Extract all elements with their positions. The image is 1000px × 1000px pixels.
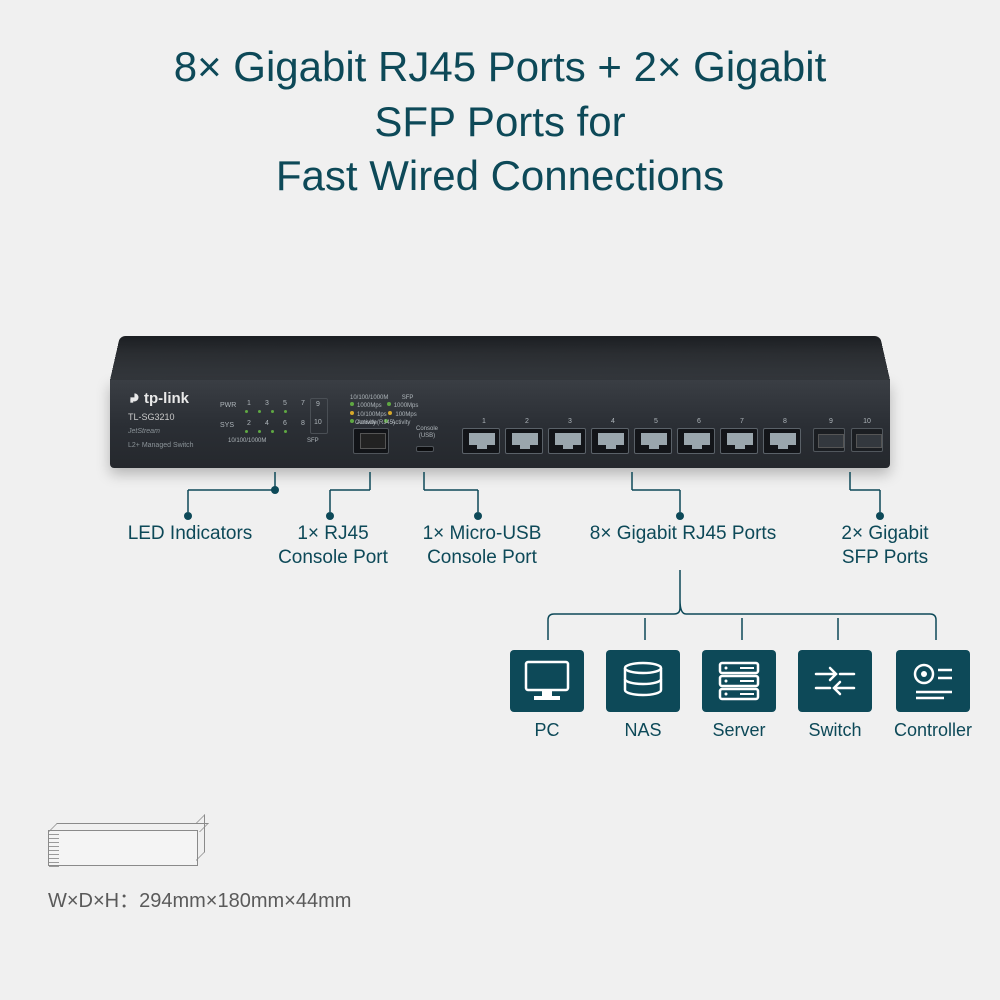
- device-server: Server: [702, 650, 776, 741]
- sfp-led-box: [310, 398, 328, 434]
- title-line-1: 8× Gigabit RJ45 Ports + 2× Gigabit: [0, 40, 1000, 95]
- switch-front-panel: tp-link TL-SG3210 JetStream L2+ Managed …: [110, 380, 890, 468]
- usb-label: Console(USB): [410, 426, 444, 439]
- device-label: PC: [534, 720, 559, 741]
- led-row-bot: 2468: [245, 420, 307, 427]
- led-dots-bot: [245, 430, 287, 433]
- pc-icon: [510, 650, 584, 712]
- callout-console: 1× RJ45Console Port: [268, 522, 398, 570]
- console-label: Console(RJ45): [355, 420, 395, 426]
- usb-port: [416, 446, 434, 452]
- dimension-drawing: [48, 830, 198, 866]
- model-number: TL-SG3210: [128, 412, 175, 422]
- brand-logo: tp-link: [128, 390, 189, 407]
- device-label: Switch: [808, 720, 861, 741]
- device-pc: PC: [510, 650, 584, 741]
- device-label: Server: [712, 720, 765, 741]
- callout-rj45: 8× Gigabit RJ45 Ports: [578, 522, 788, 546]
- device-controller: Controller: [894, 650, 972, 741]
- console-port: [353, 428, 389, 454]
- page-title: 8× Gigabit RJ45 Ports + 2× Gigabit SFP P…: [0, 0, 1000, 204]
- sfp-ports: [813, 428, 883, 452]
- callout-sfp: 2× GigabitSFP Ports: [820, 522, 950, 570]
- switch-device: tp-link TL-SG3210 JetStream L2+ Managed …: [110, 330, 890, 468]
- server-icon: [702, 650, 776, 712]
- led-dots-top: [245, 410, 287, 413]
- title-line-3: Fast Wired Connections: [0, 149, 1000, 204]
- sys-label: SYS: [220, 422, 234, 429]
- device-row: PC NAS Server Switch Controller: [510, 650, 980, 741]
- title-line-2: SFP Ports for: [0, 95, 1000, 150]
- subbrand: JetStream: [128, 428, 160, 435]
- sfp-port-numbers: 910: [816, 418, 882, 425]
- device-nas: NAS: [606, 650, 680, 741]
- device-label: NAS: [624, 720, 661, 741]
- callout-usb: 1× Micro-USBConsole Port: [412, 522, 552, 570]
- speed-label: 10/100/1000M: [228, 438, 266, 444]
- switch-type: L2+ Managed Switch: [128, 442, 194, 449]
- dimension-text: W×D×H：294mm×180mm×44mm: [48, 884, 351, 913]
- led-row-top: 1357: [245, 400, 307, 407]
- switch-top-panel: [110, 336, 890, 380]
- rj45-ports: [462, 428, 801, 454]
- pwr-label: PWR: [220, 402, 236, 409]
- dimensions: W×D×H：294mm×180mm×44mm: [48, 830, 351, 913]
- rj45-port-numbers: 12345678: [465, 418, 804, 425]
- switch-icon: [798, 650, 872, 712]
- device-label: Controller: [894, 720, 972, 741]
- controller-icon: [896, 650, 970, 712]
- nas-icon: [606, 650, 680, 712]
- device-switch: Switch: [798, 650, 872, 741]
- callout-led: LED Indicators: [120, 522, 260, 546]
- sfp-led-label: SFP: [307, 438, 319, 444]
